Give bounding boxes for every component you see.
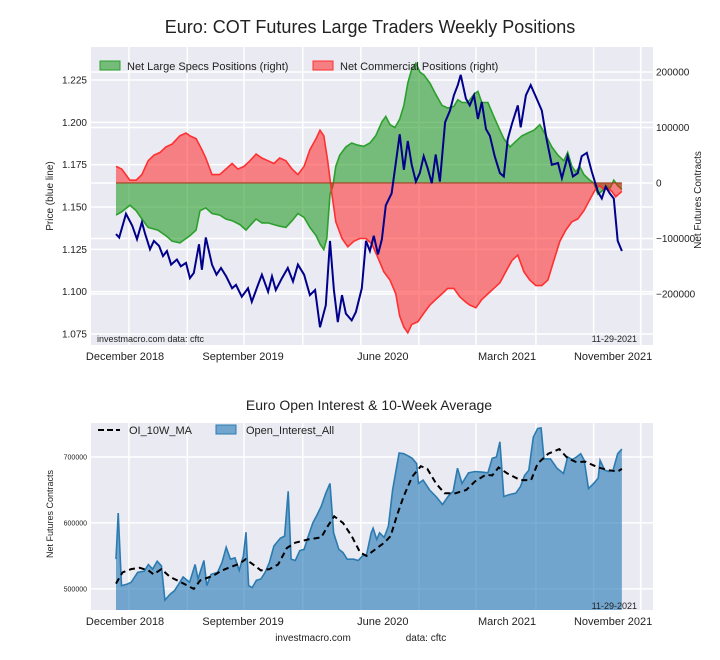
date-annotation: 11-29-2021 <box>592 601 637 611</box>
y-tick-label-left: 1.075 <box>62 329 87 340</box>
footer-source: data: cftc <box>406 633 447 644</box>
bottom-chart: December 2018 September 2019 June 2020 Marc… <box>45 423 653 628</box>
top-chart: December 2018 September 2019 June 2020 Marc… <box>45 47 704 363</box>
x-tick-label: September 2019 <box>202 351 283 363</box>
y-axis-label-left: Price (blue line) <box>45 161 56 230</box>
area-fill-commercial <box>115 130 622 333</box>
area-fill-large <box>115 63 622 250</box>
y-tick-label-left: 1.175 <box>62 160 87 171</box>
open-interest-line <box>115 426 623 603</box>
footer-site: investmacro.com <box>275 633 351 644</box>
y-tick-label-left: 1.100 <box>62 287 87 298</box>
area-line-large <box>115 61 623 252</box>
top-chart-title: Euro: COT Futures Large Traders Weekly P… <box>165 17 576 37</box>
y-tick-label-right: 100000 <box>656 123 690 134</box>
legend-swatch <box>99 60 121 71</box>
y-tick-label-right: −100000 <box>656 234 696 245</box>
x-tick-label: December 2018 <box>86 351 164 363</box>
x-tick-label: November 2021 <box>574 616 652 628</box>
x-tick-label: November 2021 <box>574 351 652 363</box>
price-line <box>115 74 623 328</box>
bottom-chart-title: Euro Open Interest & 10-Week Average <box>246 397 492 413</box>
y-tick-label-right: −200000 <box>656 289 696 300</box>
y-tick-label: 500000 <box>64 586 87 593</box>
y-tick-label-right: 0 <box>656 178 662 189</box>
legend-label-oi: Open_Interest_All <box>246 425 334 437</box>
x-tick-label: September 2019 <box>202 616 283 628</box>
x-tick-label: December 2018 <box>86 616 164 628</box>
y-tick-label-left: 1.225 <box>62 76 87 87</box>
source-annotation: investmacro.com data: cftc <box>97 334 205 344</box>
legend-label: Net Commercial Positions (right) <box>340 61 498 73</box>
legend-swatch-oi <box>215 424 237 435</box>
x-tick-label: March 2021 <box>478 616 536 628</box>
y-tick-label-left: 1.150 <box>62 203 87 214</box>
y-tick-label-right: 200000 <box>656 67 690 78</box>
x-tick-label: June 2020 <box>357 351 408 363</box>
oi-10w-ma-line <box>115 447 623 591</box>
date-annotation: 11-29-2021 <box>592 334 637 344</box>
y-tick-label-left: 1.200 <box>62 118 87 129</box>
y-tick-label: 700000 <box>64 454 87 461</box>
legend-label: Net Large Specs Positions (right) <box>127 61 288 73</box>
area-line-commercial <box>115 128 623 335</box>
y-axis-label-right: Net Futures Contracts <box>693 151 704 249</box>
x-tick-label: June 2020 <box>357 616 408 628</box>
y-tick-label: 600000 <box>64 520 87 527</box>
y-tick-label-left: 1.125 <box>62 245 87 256</box>
y-axis-label: Net Futures Contracts <box>45 469 55 558</box>
legend-swatch <box>312 60 334 71</box>
legend-label-ma: OI_10W_MA <box>129 425 193 437</box>
open-interest-area <box>115 427 622 610</box>
x-tick-label: March 2021 <box>478 351 536 363</box>
